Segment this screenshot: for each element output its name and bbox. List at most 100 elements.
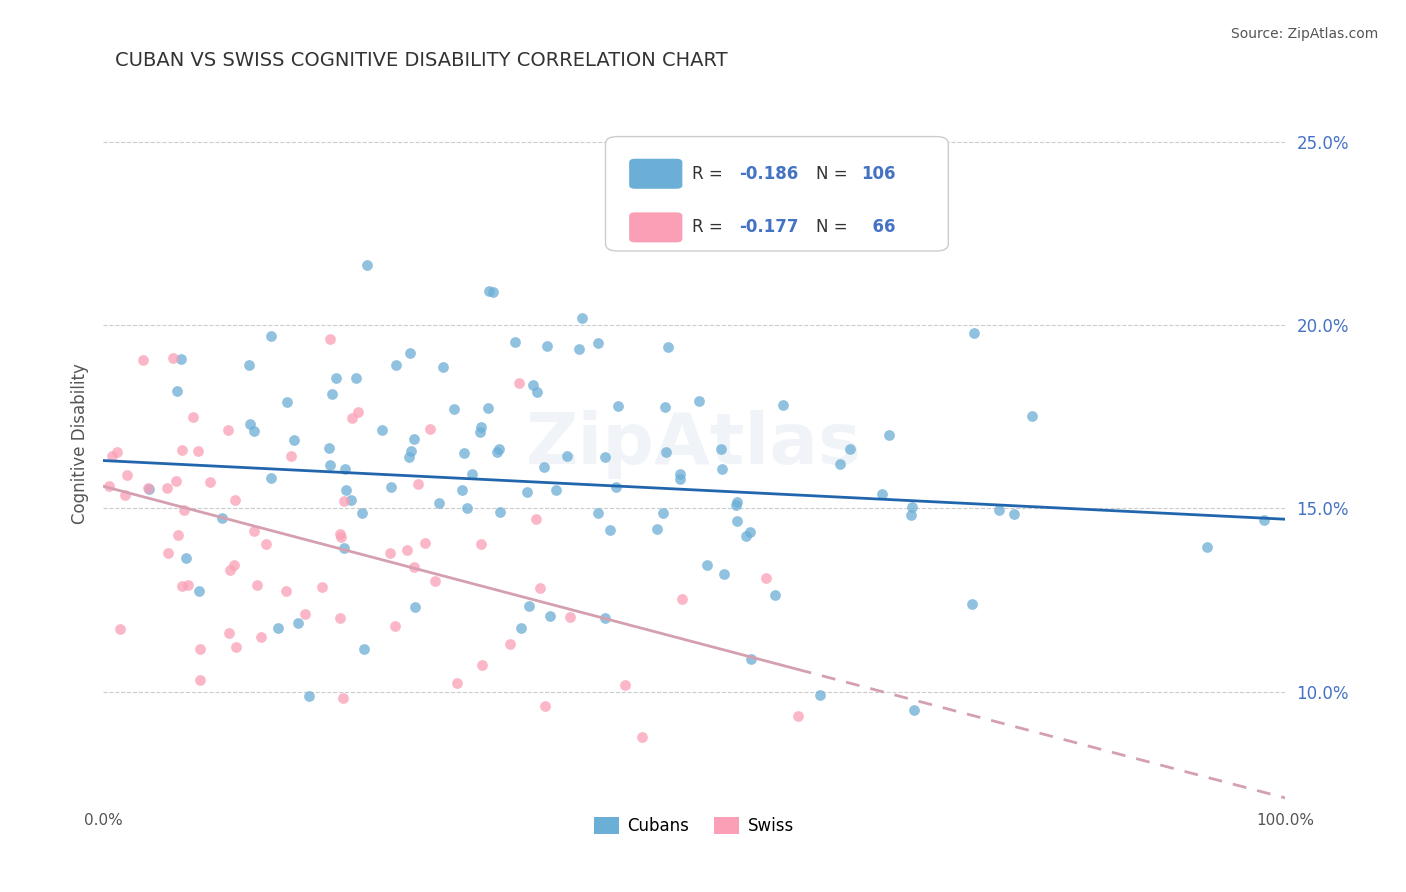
- Point: [311, 581, 333, 595]
- Point: [249, 630, 271, 644]
- Point: [1002, 507, 1025, 521]
- Point: [508, 376, 530, 391]
- Point: [669, 467, 692, 481]
- Point: [325, 371, 347, 385]
- Point: [97, 478, 120, 492]
- Point: [406, 477, 429, 491]
- Point: [136, 481, 159, 495]
- Point: [482, 285, 505, 300]
- FancyBboxPatch shape: [628, 159, 682, 189]
- Point: [987, 503, 1010, 517]
- Point: [274, 584, 297, 599]
- Point: [402, 559, 425, 574]
- Point: [353, 641, 375, 656]
- Point: [395, 543, 418, 558]
- Point: [198, 475, 221, 490]
- Point: [398, 450, 420, 465]
- Point: [157, 546, 180, 560]
- Point: [652, 506, 675, 520]
- Point: [763, 588, 786, 602]
- Point: [478, 285, 501, 299]
- Point: [516, 484, 538, 499]
- Point: [432, 360, 454, 375]
- Point: [177, 578, 200, 592]
- Point: [607, 399, 630, 413]
- Point: [522, 377, 544, 392]
- Point: [267, 621, 290, 635]
- Point: [571, 310, 593, 325]
- Point: [239, 417, 262, 432]
- Point: [808, 688, 831, 702]
- Point: [669, 472, 692, 486]
- Point: [772, 398, 794, 412]
- FancyBboxPatch shape: [606, 136, 948, 251]
- Point: [614, 678, 637, 692]
- Point: [260, 471, 283, 485]
- Point: [657, 340, 679, 354]
- Point: [246, 578, 269, 592]
- Point: [115, 468, 138, 483]
- Point: [219, 563, 242, 577]
- Point: [1253, 512, 1275, 526]
- Point: [509, 621, 531, 635]
- Point: [499, 637, 522, 651]
- Point: [533, 698, 555, 713]
- Point: [786, 708, 808, 723]
- Point: [470, 537, 492, 551]
- Point: [671, 591, 693, 606]
- Point: [586, 506, 609, 520]
- Point: [283, 433, 305, 447]
- Point: [451, 483, 474, 497]
- Point: [568, 342, 591, 356]
- Point: [725, 514, 748, 528]
- Point: [593, 450, 616, 464]
- Point: [138, 482, 160, 496]
- Point: [174, 551, 197, 566]
- Text: N =: N =: [815, 219, 853, 236]
- Point: [335, 461, 357, 475]
- Point: [654, 401, 676, 415]
- Point: [172, 579, 194, 593]
- Point: [903, 703, 925, 717]
- Point: [419, 422, 441, 436]
- Point: [399, 443, 422, 458]
- Point: [538, 608, 561, 623]
- Point: [423, 574, 446, 589]
- Point: [477, 401, 499, 415]
- Y-axis label: Cognitive Disability: Cognitive Disability: [72, 364, 89, 524]
- Point: [470, 425, 492, 439]
- Point: [318, 332, 340, 346]
- Point: [333, 493, 356, 508]
- Point: [1195, 540, 1218, 554]
- Point: [340, 492, 363, 507]
- Point: [170, 351, 193, 366]
- FancyBboxPatch shape: [628, 212, 682, 243]
- Point: [655, 444, 678, 458]
- Point: [488, 442, 510, 456]
- Point: [243, 524, 266, 538]
- Point: [427, 496, 450, 510]
- Point: [329, 611, 352, 625]
- Point: [217, 423, 239, 437]
- Point: [599, 524, 621, 538]
- Point: [342, 410, 364, 425]
- Point: [713, 567, 735, 582]
- Point: [725, 495, 748, 509]
- Point: [344, 371, 367, 385]
- Point: [544, 483, 567, 497]
- Point: [830, 457, 852, 471]
- Point: [222, 558, 245, 572]
- Point: [371, 423, 394, 437]
- Point: [877, 428, 900, 442]
- Point: [356, 258, 378, 272]
- Point: [446, 676, 468, 690]
- Point: [870, 487, 893, 501]
- Point: [404, 600, 426, 615]
- Point: [593, 610, 616, 624]
- Point: [318, 441, 340, 455]
- Point: [456, 500, 478, 515]
- Point: [1021, 409, 1043, 424]
- Point: [588, 335, 610, 350]
- Point: [631, 730, 654, 744]
- Point: [329, 526, 352, 541]
